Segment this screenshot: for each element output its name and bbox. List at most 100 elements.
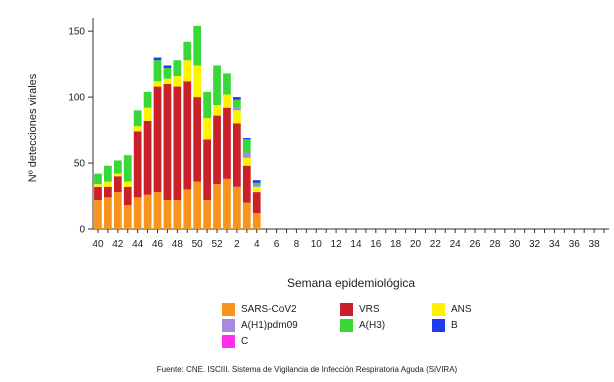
bar-sars-cov2 [242,202,251,229]
bar-b [252,180,261,183]
bar-ans [252,186,261,193]
bar-sars-cov2 [213,184,221,229]
bar-vrs [252,192,261,214]
x-tick-label: 42 [112,239,124,250]
legend-swatch [432,303,445,316]
x-tick-label: 12 [331,239,343,250]
bar-sars-cov2 [203,199,211,229]
x-tick-label: 30 [509,239,521,250]
bar-b [153,57,162,61]
x-tick-label: 38 [589,239,601,250]
legend-item-ah3: A(H3) [340,319,385,332]
bar-ans [193,65,202,98]
bar-sars-cov2 [233,186,241,229]
x-tick-label: 10 [311,239,323,250]
bar-b [233,97,241,100]
x-tick-label: 28 [489,239,501,250]
bar-a-h3- [252,182,261,186]
bar-sars-cov2 [223,178,231,229]
x-tick-label: 48 [172,239,184,250]
legend-swatch [340,319,353,332]
bar-a-h3- [94,173,102,185]
bar-ans [113,173,122,177]
x-tick-label: 16 [370,239,382,250]
x-tick-label: 20 [410,239,422,250]
legend-label: SARS-CoV2 [241,304,297,315]
bar-a-h1-pdm09 [252,185,261,187]
bar-ans [153,81,162,87]
bar-sars-cov2 [104,197,112,229]
legend-item-b: B [432,319,458,332]
x-axis: 40 42 44 46 48 50 52 2 4 6 8 10 12 14 16 18 20 22 24 26 28 30… [92,228,609,250]
bar-a-h3- [163,68,172,79]
bar-vrs [133,131,142,198]
legend: SARS-CoV2 VRS ANS A(H1)pdm09 A(H3) B C [222,303,522,355]
bar-sars-cov2 [123,205,132,229]
bar-ans [213,105,221,116]
x-tick-label: 8 [294,239,300,250]
y-tick-label: 50 [74,159,86,170]
x-tick-label: 18 [390,239,402,250]
x-tick-label: 46 [152,239,164,250]
bar-ans [203,118,211,140]
legend-item-sars-cov2: SARS-CoV2 [222,303,297,316]
y-tick-label: 100 [68,93,85,104]
legend-swatch [222,319,235,332]
bar-vrs [173,86,182,200]
bar-sars-cov2 [193,181,202,229]
bar-a-h3- [123,155,132,182]
source-note: Fuente: CNE. ISCIII. Sistema de Vigilanc… [156,365,458,374]
bar-ans [233,110,241,124]
x-tick-label: 52 [211,239,223,250]
bar-vrs [183,81,192,190]
legend-item-ans: ANS [432,303,472,316]
bar-sars-cov2 [163,199,172,229]
bar-a-h3- [193,25,202,66]
bar-sars-cov2 [133,197,142,229]
bar-sars-cov2 [153,192,162,229]
bar-vrs [123,186,132,206]
bar-vrs [233,123,241,187]
x-tick-label: 36 [569,239,581,250]
bar-a-h3- [133,110,142,127]
bar-a-h3- [242,139,251,153]
bar-ans [223,94,231,108]
legend-item-vrs: VRS [340,303,380,316]
x-tick-label: 14 [350,239,362,250]
bar-sars-cov2 [173,199,182,229]
legend-swatch [222,303,235,316]
bar-ans [123,181,132,187]
bar-ans [173,76,182,87]
legend-label: B [451,320,458,331]
bar-a-h1-pdm09 [233,107,241,111]
bar-a-h1-pdm09 [242,152,251,158]
bar-b [163,65,172,69]
bar-a-h3- [183,41,192,61]
bar-vrs [203,139,211,200]
bar-a-h3- [213,65,221,106]
x-tick-label: 32 [529,239,541,250]
legend-swatch [340,303,353,316]
bar-sars-cov2 [143,194,152,229]
x-tick-label: 6 [274,239,280,250]
bar-ans [183,60,192,82]
bar-sars-cov2 [113,192,122,229]
y-tick-label: 0 [79,225,85,236]
bar-sars-cov2 [94,199,102,229]
bars [94,25,261,229]
bar-vrs [213,115,221,185]
bar-ans [242,157,251,166]
bar-vrs [223,107,231,179]
legend-label: A(H1)pdm09 [241,320,298,331]
bar-vrs [94,186,102,200]
bar-sars-cov2 [252,213,261,229]
bar-ans [143,107,152,121]
bar-ans [133,126,142,132]
bar-vrs [193,97,202,182]
bar-a-h3- [173,60,182,77]
x-tick-label: 34 [549,239,561,250]
x-tick-label: 50 [192,239,204,250]
bar-ans [104,181,112,187]
legend-swatch [432,319,445,332]
